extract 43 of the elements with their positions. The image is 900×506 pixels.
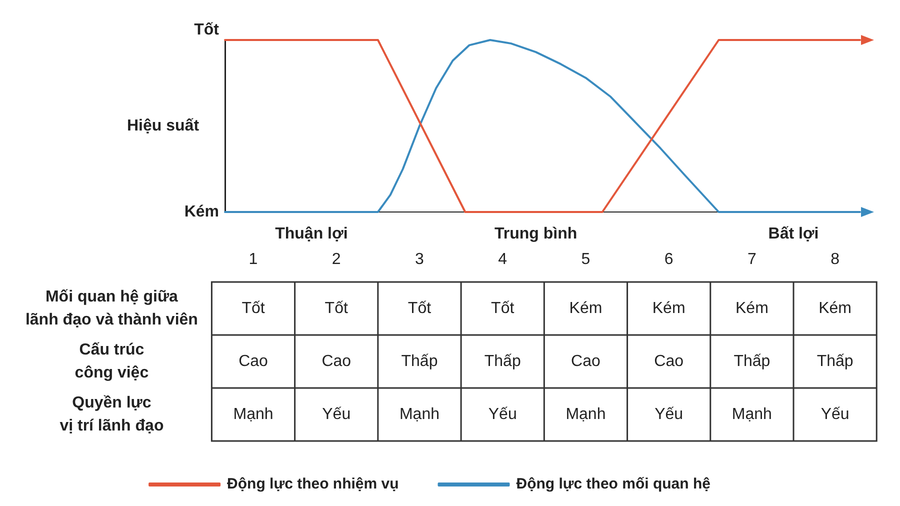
text: Thấp bbox=[734, 352, 770, 370]
text: Tốt bbox=[408, 300, 432, 317]
x-tick-label: 5 bbox=[581, 251, 590, 268]
y-axis-title: Hiệu suất bbox=[126, 117, 200, 134]
text: Cao bbox=[571, 352, 600, 370]
text: Tốt bbox=[194, 21, 220, 38]
text: Kém bbox=[735, 300, 768, 317]
text: Cao bbox=[654, 352, 684, 370]
text: Yếu bbox=[820, 406, 850, 423]
x-tick-label: 2 bbox=[332, 251, 341, 268]
text: Mạnh bbox=[233, 406, 274, 423]
x-tick-label: 7 bbox=[747, 251, 756, 268]
text: Bất lợi bbox=[768, 225, 819, 242]
x-tick-label: 6 bbox=[664, 251, 674, 268]
text: Tốt bbox=[324, 300, 348, 317]
text: Yếu bbox=[322, 406, 351, 423]
text: Kém bbox=[818, 300, 852, 317]
legend-label: Động lực theo mối quan hệ bbox=[516, 476, 710, 493]
text: Cấu trúc công việc bbox=[74, 341, 149, 382]
text: Cao bbox=[322, 352, 352, 370]
text: Yếu bbox=[488, 406, 517, 423]
text: Mạnh bbox=[732, 406, 772, 423]
legend-label: Động lực theo nhiệm vụ bbox=[227, 476, 399, 493]
text: Tốt bbox=[491, 300, 515, 317]
x-tick-label: 1 bbox=[248, 251, 258, 268]
text: Yếu bbox=[654, 406, 684, 423]
text: Trung bình bbox=[494, 225, 578, 242]
text: Tốt bbox=[242, 300, 266, 317]
text: Quyền lực vị trí lãnh đạo bbox=[60, 394, 164, 434]
text: Kém bbox=[184, 203, 219, 220]
text: Mạnh bbox=[566, 406, 606, 423]
text: Cao bbox=[238, 352, 268, 370]
x-tick-label: 4 bbox=[498, 251, 508, 268]
text: Kém bbox=[652, 300, 686, 317]
text: Thấp bbox=[484, 352, 521, 370]
x-tick-label: 3 bbox=[415, 251, 424, 268]
text: Thấp bbox=[816, 352, 854, 370]
text: Thấp bbox=[401, 352, 438, 370]
text: Thuận lợi bbox=[275, 225, 348, 242]
text: Kém bbox=[569, 300, 602, 317]
text: Mối quan hệ giữa lãnh đạo và thành viên bbox=[25, 288, 198, 328]
x-tick-label: 8 bbox=[830, 251, 840, 268]
text: Mạnh bbox=[399, 406, 440, 423]
